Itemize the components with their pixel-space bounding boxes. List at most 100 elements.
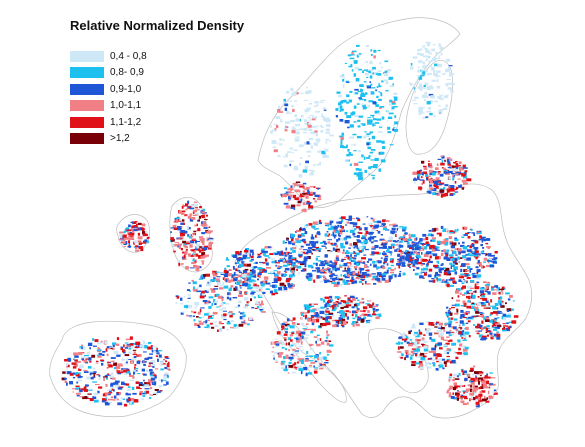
density-patch — [128, 348, 131, 350]
density-patch — [450, 249, 454, 252]
density-patch — [222, 277, 226, 280]
density-patch — [318, 222, 322, 225]
density-patch — [346, 94, 350, 98]
density-patch — [314, 367, 319, 369]
density-patch — [305, 355, 309, 357]
density-patch — [333, 235, 336, 239]
density-patch — [427, 175, 431, 177]
density-patch — [399, 236, 404, 239]
density-patch — [389, 271, 395, 274]
density-patch — [251, 258, 254, 261]
density-patch — [296, 240, 301, 244]
density-patch — [381, 274, 386, 278]
density-patch — [406, 341, 410, 344]
density-patch — [313, 142, 318, 146]
density-patch — [137, 227, 141, 231]
density-patch — [449, 193, 453, 195]
density-patch — [268, 246, 271, 249]
density-patch — [177, 260, 181, 263]
density-patch — [462, 339, 467, 341]
density-patch — [349, 222, 354, 225]
density-patch — [466, 277, 471, 279]
density-patch — [381, 223, 386, 226]
density-patch — [287, 199, 291, 201]
density-patch — [242, 322, 247, 325]
density-patch — [311, 234, 313, 238]
legend-label: 0,9-1,0 — [110, 83, 142, 95]
density-patch — [416, 255, 418, 259]
density-patch — [432, 44, 436, 46]
density-patch — [195, 209, 200, 211]
density-patch — [191, 204, 196, 206]
density-patch — [202, 238, 205, 241]
density-patch — [238, 263, 244, 267]
density-patch — [451, 173, 456, 175]
density-patch — [456, 390, 459, 392]
density-patch — [217, 329, 220, 332]
density-patch — [180, 297, 183, 301]
density-patch — [339, 229, 345, 231]
density-patch — [411, 83, 414, 85]
density-patch — [354, 92, 359, 95]
density-patch — [473, 308, 476, 312]
density-patch — [335, 230, 340, 234]
density-patch — [341, 264, 344, 266]
density-patch — [445, 83, 449, 87]
density-patch — [447, 166, 452, 169]
density-patch — [253, 274, 257, 278]
density-patch — [285, 247, 288, 251]
density-patch — [240, 279, 242, 283]
density-patch — [325, 117, 330, 120]
density-patch — [440, 225, 444, 229]
density-patch — [98, 377, 101, 381]
density-patch — [308, 128, 311, 131]
density-patch — [162, 363, 166, 365]
density-patch — [366, 320, 370, 324]
density-patch — [208, 226, 211, 228]
density-patch — [434, 277, 438, 279]
density-patch — [477, 396, 481, 401]
density-patch — [74, 359, 78, 362]
density-patch — [372, 310, 378, 312]
density-patch — [189, 290, 191, 292]
density-patch — [449, 392, 451, 395]
density-patch — [387, 68, 392, 72]
density-patch — [433, 264, 438, 268]
density-patch — [436, 180, 442, 182]
density-patch — [437, 278, 442, 281]
density-patch — [305, 312, 310, 314]
density-patch — [446, 348, 451, 351]
density-patch — [439, 98, 444, 100]
density-patch — [255, 290, 261, 293]
density-patch — [458, 165, 461, 167]
density-patch — [454, 271, 458, 275]
density-patch — [275, 343, 280, 346]
density-patch — [295, 368, 298, 370]
density-patch — [426, 101, 431, 105]
density-patch — [376, 230, 379, 231]
density-patch — [207, 247, 212, 250]
density-patch — [285, 342, 288, 346]
density-patch — [368, 174, 371, 176]
density-patch — [282, 363, 285, 365]
density-patch — [128, 242, 130, 245]
density-patch — [467, 236, 471, 239]
density-patch — [452, 174, 454, 177]
density-patch — [227, 320, 230, 323]
density-patch — [449, 373, 453, 377]
density-patch — [425, 358, 430, 361]
density-patch — [450, 395, 455, 399]
density-patch — [421, 172, 424, 176]
density-patch — [327, 227, 333, 231]
density-patch — [231, 274, 234, 278]
density-patch — [277, 109, 281, 113]
density-patch — [245, 263, 248, 265]
density-patch — [379, 126, 383, 128]
density-patch — [273, 278, 278, 282]
density-patch — [149, 387, 153, 389]
density-patch — [426, 41, 431, 45]
density-patch — [253, 253, 256, 255]
density-patch — [394, 249, 398, 252]
legend-item: 0,8- 0,9 — [70, 65, 147, 82]
density-patch — [163, 359, 165, 361]
